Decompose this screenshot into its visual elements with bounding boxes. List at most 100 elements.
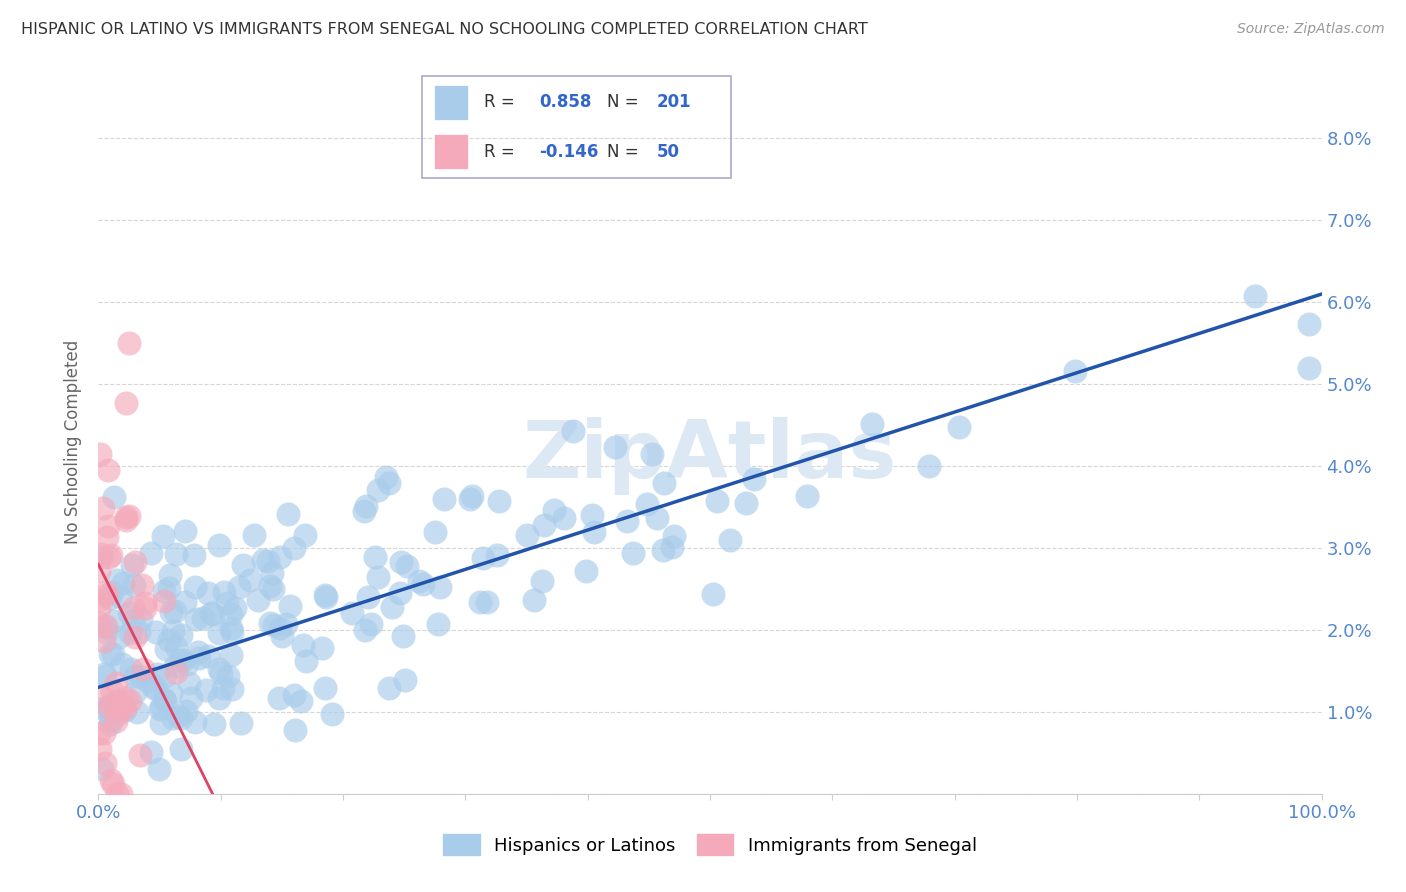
Point	[796, 489, 818, 503]
Point	[184, 715, 207, 730]
Point	[155, 694, 177, 708]
Point	[360, 616, 382, 631]
Point	[543, 503, 565, 517]
Point	[488, 493, 510, 508]
Point	[177, 676, 200, 690]
Point	[295, 654, 318, 668]
Point	[581, 508, 603, 523]
Point	[239, 573, 262, 587]
Point	[128, 624, 150, 639]
Point	[641, 447, 664, 461]
Point	[531, 574, 554, 588]
Point	[432, 491, 454, 506]
Point	[146, 667, 169, 681]
Point	[115, 513, 138, 527]
Point	[104, 714, 127, 728]
Point	[157, 633, 180, 648]
Point	[269, 690, 291, 705]
Point	[252, 552, 274, 566]
Text: 50: 50	[657, 143, 681, 161]
Point	[153, 594, 176, 608]
Point	[486, 548, 509, 562]
Point	[662, 528, 685, 542]
Point	[93, 725, 115, 739]
Point	[153, 669, 176, 683]
Point	[246, 593, 269, 607]
Point	[180, 690, 202, 705]
Text: ZipAtlas: ZipAtlas	[523, 417, 897, 495]
Point	[105, 694, 128, 708]
Point	[163, 604, 186, 618]
Point	[516, 528, 538, 542]
Point	[389, 555, 412, 569]
Point	[472, 551, 495, 566]
Point	[274, 617, 297, 632]
Point	[101, 614, 124, 628]
Point	[353, 504, 375, 518]
Point	[315, 590, 337, 604]
Point	[89, 447, 111, 461]
Point	[105, 787, 128, 801]
Point	[152, 529, 174, 543]
Point	[100, 548, 122, 562]
Point	[101, 683, 124, 698]
Point	[553, 510, 575, 524]
Point	[153, 584, 176, 599]
Point	[94, 619, 117, 633]
Point	[311, 640, 333, 655]
Point	[575, 564, 598, 578]
Point	[174, 595, 197, 609]
Point	[121, 601, 143, 615]
Point	[367, 483, 389, 497]
Point	[356, 590, 378, 604]
Point	[217, 596, 239, 610]
Point	[461, 489, 484, 503]
Point	[391, 629, 413, 643]
Point	[100, 713, 122, 727]
Point	[96, 588, 118, 602]
Point	[100, 773, 122, 788]
Point	[149, 702, 172, 716]
Point	[155, 642, 177, 657]
Point	[176, 657, 198, 671]
Point	[718, 533, 741, 548]
Point	[90, 762, 112, 776]
Point	[159, 567, 181, 582]
Point	[100, 697, 122, 711]
Point	[153, 692, 176, 706]
Point	[388, 585, 411, 599]
Point	[269, 549, 291, 564]
Point	[1244, 288, 1267, 302]
Bar	[434, 135, 468, 169]
Point	[136, 674, 159, 689]
Point	[394, 673, 416, 687]
Point	[224, 601, 246, 615]
Point	[232, 558, 254, 572]
Point	[174, 524, 197, 539]
Point	[129, 747, 152, 762]
Point	[93, 667, 115, 681]
Point	[200, 606, 222, 620]
Point	[112, 575, 135, 590]
Point	[94, 619, 117, 633]
Point	[243, 527, 266, 541]
Point	[1298, 361, 1320, 376]
Point	[150, 716, 173, 731]
Point	[129, 612, 152, 626]
Point	[186, 612, 208, 626]
Point	[103, 777, 125, 791]
Point	[277, 507, 299, 521]
Point	[918, 458, 941, 473]
Y-axis label: No Schooling Completed: No Schooling Completed	[65, 340, 83, 543]
Point	[98, 648, 121, 662]
Text: N =: N =	[607, 143, 638, 161]
Point	[184, 581, 207, 595]
Point	[114, 701, 136, 715]
Point	[201, 607, 224, 621]
Point	[97, 463, 120, 477]
Point	[645, 511, 668, 525]
Point	[1298, 317, 1320, 331]
Point	[616, 514, 638, 528]
Point	[145, 624, 167, 639]
Point	[134, 601, 156, 615]
